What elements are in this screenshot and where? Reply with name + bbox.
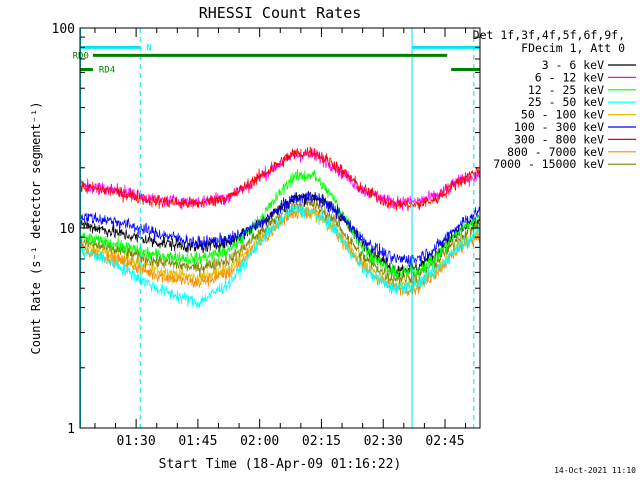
bar-label-rd0: RD0	[73, 51, 89, 61]
legend-label: 7000 - 15000 keV	[493, 157, 604, 171]
legend-label: 6 - 12 keV	[535, 70, 604, 84]
legend: Det 1f,3f,4f,5f,6f,9f,FDecim 1, Att 0 3 -…	[473, 28, 636, 171]
legend-label: 100 - 300 keV	[514, 120, 604, 134]
legend-header-2: FDecim 1, Att 0	[521, 41, 625, 55]
bar-label-n: N	[146, 43, 151, 53]
footer-timestamp: 14-Oct-2021 11:10	[554, 466, 636, 475]
x-axis: 01:30 01:45 02:00 02:15 02:30 02:45	[94, 28, 467, 449]
x-tick-label: 02:45	[425, 434, 464, 449]
x-tick-label: 01:30	[117, 434, 156, 449]
series-300-800-kev	[80, 146, 480, 212]
series-25-50-kev	[80, 202, 480, 309]
series-100-300-kev	[80, 190, 480, 267]
y-axis: 1 10 100	[52, 22, 480, 437]
y-tick-label: 1	[67, 422, 75, 437]
y-axis-label: Count Rate (s⁻¹ detector segment⁻¹)	[29, 102, 43, 355]
legend-label: 12 - 25 keV	[528, 83, 604, 97]
x-tick-label: 02:30	[364, 434, 403, 449]
legend-header-1: Det 1f,3f,4f,5f,6f,9f,	[473, 28, 625, 42]
x-tick-label: 02:15	[302, 434, 341, 449]
y-tick-label: 100	[52, 22, 75, 37]
chart-title: RHESSI Count Rates	[199, 4, 362, 22]
bar-label-rd4: RD4	[99, 66, 115, 76]
legend-label: 300 - 800 keV	[514, 132, 604, 146]
x-axis-label: Start Time (18-Apr-09 01:16:22)	[159, 457, 402, 472]
x-tick-label: 01:45	[178, 434, 217, 449]
series-layer	[80, 146, 480, 309]
legend-label: 50 - 100 keV	[521, 108, 604, 122]
legend-label: 25 - 50 keV	[528, 95, 604, 109]
x-tick-label: 02:00	[240, 434, 279, 449]
legend-label: 800 - 7000 keV	[507, 145, 604, 159]
series-12-25-kev	[80, 169, 480, 282]
y-tick-label: 10	[59, 222, 75, 237]
attenuator-overlay: N RD0 RD4	[73, 28, 480, 428]
legend-label: 3 - 6 keV	[542, 58, 604, 72]
